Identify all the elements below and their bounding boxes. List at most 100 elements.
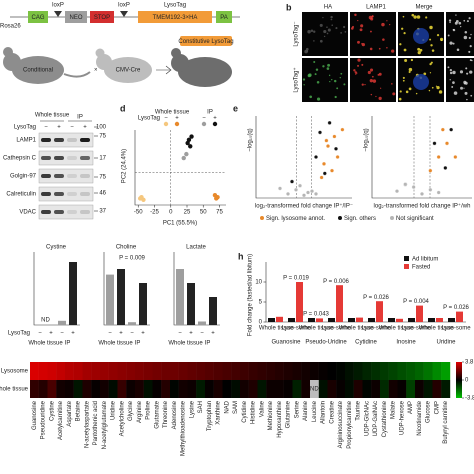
micrograph-speck [339, 76, 341, 79]
column-label: SAH [198, 401, 204, 413]
group-label: Uridine [436, 340, 456, 346]
group-label: Guanosine [271, 340, 301, 346]
point [188, 144, 193, 149]
heatmap-cell [388, 362, 398, 380]
point [334, 146, 338, 151]
bar [328, 318, 335, 322]
point [322, 171, 327, 176]
micrograph-speck [322, 65, 325, 68]
micrograph-speck [440, 39, 443, 42]
micrograph-speck [331, 24, 334, 27]
band [41, 210, 51, 214]
axis [134, 130, 226, 206]
micrograph-speck [460, 25, 462, 28]
bar [428, 318, 435, 322]
heatmap-cell [65, 362, 74, 380]
heatmap-cell [117, 362, 127, 380]
lane-label: + [57, 125, 61, 131]
panel-b: HA LAMP1 Merge LysoTag⁻ LysoTag⁺ [293, 5, 434, 93]
p-value: P = 0.009 [119, 256, 145, 262]
micrograph-speck [378, 72, 382, 76]
micrograph-speck [354, 13, 357, 17]
point [436, 190, 441, 195]
axis-label: −log₁₀(q) [364, 128, 370, 151]
legend-label: + [213, 116, 217, 122]
micrograph-speck [451, 86, 454, 88]
micrograph-speck [305, 47, 309, 51]
lane-label: + [71, 331, 75, 337]
micrograph-speck [330, 18, 333, 21]
panel-c: Whole tissue IP LysoTag [14, 113, 92, 131]
band [80, 156, 90, 160]
point [420, 191, 424, 196]
point [440, 127, 445, 132]
stop-box [90, 11, 114, 23]
legend-marker [163, 121, 169, 127]
pa-label: PA [220, 15, 228, 21]
column-label: Glycine [128, 400, 134, 421]
pa-box [216, 11, 232, 23]
micrograph-speck [386, 46, 388, 49]
heatmap-cell [283, 362, 293, 380]
micrograph-speck [327, 63, 331, 67]
bar [296, 282, 303, 322]
cag-label: CAG [31, 15, 44, 21]
heatmap-cell [397, 380, 407, 398]
mouse-icon [95, 48, 152, 83]
micrograph-speck [314, 73, 317, 76]
heatmap-cell [266, 362, 276, 380]
micrograph-speck [435, 85, 438, 87]
micrograph-speck [340, 72, 343, 75]
micrograph-speck [411, 13, 415, 17]
lane-label: − [38, 331, 42, 337]
micrograph-speck [405, 90, 409, 94]
point [327, 120, 332, 125]
heatmap-cell [161, 362, 171, 380]
lane-label: + [211, 331, 215, 337]
heatmap-cell [318, 362, 328, 380]
micrograph-speck [319, 39, 323, 43]
colorbar [456, 362, 462, 398]
micrograph-speck [369, 47, 373, 51]
legend-marker [390, 216, 394, 220]
micrograph-speck [469, 70, 473, 74]
column-label: Cystine [49, 400, 55, 421]
bar [106, 274, 114, 325]
micrograph-speck [413, 15, 417, 19]
column-label: Propionylcarnitine [347, 400, 353, 448]
micrograph-speck [359, 28, 363, 32]
point [306, 190, 310, 195]
chart-title: Lactate [186, 245, 206, 251]
micrograph-speck [306, 50, 309, 52]
nucleus [413, 74, 429, 90]
micrograph-speck [381, 22, 385, 27]
column-label: N-acetylglutamate [102, 400, 108, 449]
group-label: Whole tissue [168, 341, 203, 347]
micrograph-speck [308, 73, 312, 77]
point [449, 127, 454, 132]
chart-title: Choline [116, 245, 137, 251]
bar [198, 321, 206, 325]
legend-swatch [404, 264, 409, 269]
column-label: Uridine [111, 400, 117, 420]
x-tick-label: Lyso-some [321, 326, 351, 332]
heatmap-cell [91, 380, 101, 398]
micrograph-speck [449, 68, 453, 72]
point [411, 185, 416, 190]
point [332, 134, 337, 139]
micrograph-speck [303, 84, 305, 86]
p-value: P = 0.043 [303, 312, 329, 318]
point [428, 187, 433, 192]
arrow [156, 65, 172, 75]
p-value: P = 0.026 [363, 295, 389, 301]
micrograph-speck [326, 67, 330, 70]
group-label: IP [205, 341, 211, 347]
column-label: Adenosine [172, 400, 178, 429]
micrograph-speck [340, 31, 343, 34]
heatmap-cell [152, 380, 162, 398]
heatmap-cell [47, 362, 57, 380]
row-label: Whole tissue [0, 387, 29, 393]
micrograph-speck [309, 95, 313, 99]
column-label: Lysine [189, 400, 195, 418]
micrograph-speck [452, 70, 456, 75]
